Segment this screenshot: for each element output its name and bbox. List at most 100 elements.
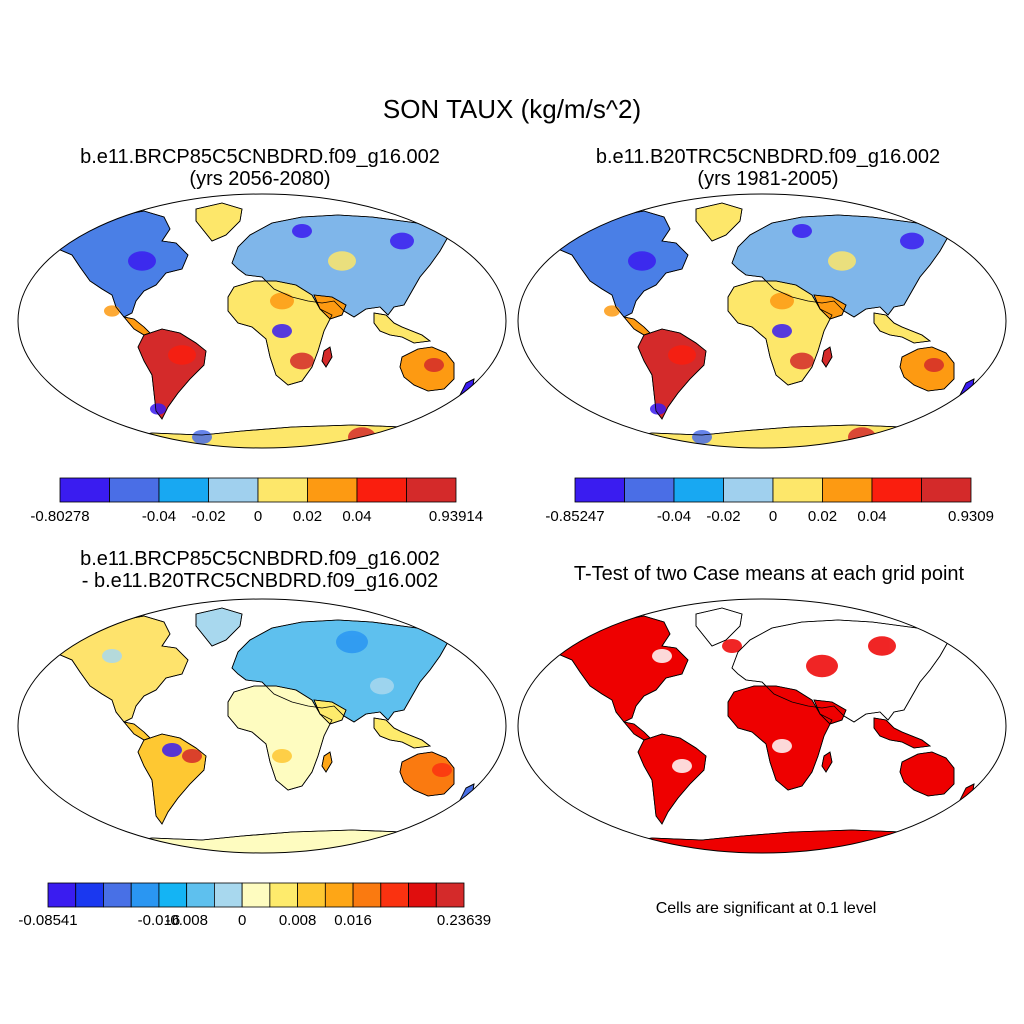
colorbar-2-tick-label: 0.9309 (948, 508, 994, 525)
colorbar-swatch (624, 477, 675, 503)
colorbar-2-tick-label: -0.85247 (545, 508, 605, 525)
landmass-greenland (195, 607, 243, 647)
field-patch (424, 358, 444, 372)
field-patch (272, 749, 292, 763)
colorbar-2-tick-label: -0.04 (656, 508, 692, 525)
panel-4-title: T-Test of two Case means at each grid po… (514, 563, 1024, 585)
colorbar-swatch (257, 477, 308, 503)
colorbar-swatch (130, 882, 160, 908)
field-patch (868, 636, 896, 656)
landmass-cam (123, 316, 151, 336)
colorbar-swatch (406, 477, 457, 503)
figure-title: SON TAUX (kg/m/s^2) (382, 94, 642, 124)
field-patch (390, 232, 414, 250)
colorbar-swatch (921, 477, 972, 503)
landmass-nz (455, 783, 475, 813)
panel-2-title-line2: (yrs 1981-2005) (697, 168, 839, 190)
field-patch (806, 654, 838, 678)
map-panel-2 (517, 193, 1007, 449)
landmass-greenland (695, 202, 743, 242)
field-patch (432, 763, 452, 777)
panel-2-title: b.e11.B20TRC5CNBDRD.f09_g16.002 (yrs 198… (528, 146, 1008, 190)
field-patch (792, 224, 812, 238)
colorbar-swatch (352, 882, 382, 908)
landmass-antarctica (581, 424, 983, 448)
colorbar-swatch (324, 882, 354, 908)
field-patch (328, 251, 356, 271)
colorbar-swatch (307, 477, 358, 503)
panel-3-title: b.e11.BRCP85C5CNBDRD.f09_g16.002 - b.e11… (20, 548, 500, 592)
colorbar-swatch (213, 882, 243, 908)
map-panel-3 (17, 598, 507, 854)
field-patch (722, 639, 742, 653)
colorbar-swatch (408, 882, 437, 908)
colorbar-swatch (822, 477, 873, 503)
field-patch (770, 292, 794, 310)
landmass-na (547, 615, 689, 723)
colorbar-swatch (103, 882, 132, 908)
landmass-cam (623, 316, 651, 336)
colorbar-3-tick-label: 0.23639 (436, 912, 492, 929)
field-patch (828, 251, 856, 271)
colorbar-1 (59, 477, 457, 503)
field-patch (772, 324, 792, 338)
field-patch (692, 430, 712, 444)
colorbar-swatch (673, 477, 724, 503)
landmass-greenland (195, 202, 243, 242)
landmass-seasia (373, 312, 431, 344)
field-patch (182, 749, 202, 763)
colorbar-swatch (297, 882, 326, 908)
colorbar-1-tick-label: -0.80278 (30, 508, 90, 525)
field-patch (604, 305, 620, 317)
colorbar-3-tick-label: -0.08541 (18, 912, 78, 929)
field-patch (270, 292, 294, 310)
field-patch (672, 759, 692, 773)
field-patch (772, 739, 792, 753)
colorbar-1-tick-label: 0.04 (342, 508, 372, 525)
colorbar-swatch (158, 882, 188, 908)
colorbar-swatch (723, 477, 774, 503)
colorbar-swatch (772, 477, 823, 503)
colorbar-swatch (158, 477, 209, 503)
colorbar-1-tick-label: -0.02 (191, 508, 226, 525)
panel-3-title-line2: - b.e11.B20TRC5CNBDRD.f09_g16.002 (81, 570, 439, 592)
colorbar-swatch (356, 477, 407, 503)
colorbar-2-tick-label: 0.02 (807, 508, 838, 525)
field-patch (150, 403, 166, 415)
map-border (517, 598, 1007, 854)
field-patch (652, 649, 672, 663)
colorbar-swatch (435, 882, 465, 908)
colorbar-3 (47, 882, 465, 908)
panel-1-title-line1: b.e11.BRCP85C5CNBDRD.f09_g16.002 (80, 146, 440, 168)
map-border (517, 193, 1007, 449)
panel-1-title: b.e11.BRCP85C5CNBDRD.f09_g16.002 (yrs 20… (20, 146, 500, 190)
significance-note: Cells are significant at 0.1 level (655, 900, 877, 917)
map-border (17, 598, 507, 854)
field-patch (292, 224, 312, 238)
field-patch (290, 352, 314, 370)
landmass-na (47, 210, 189, 318)
field-patch (668, 345, 696, 365)
map-panel-4 (517, 598, 1007, 854)
landmass-cam (623, 721, 651, 741)
landmass-nz (955, 378, 975, 408)
field-patch (900, 232, 924, 250)
map-border (17, 193, 507, 449)
field-patch (162, 743, 182, 757)
colorbar-swatch (75, 882, 104, 908)
landmass-cam (123, 721, 151, 741)
colorbar-swatch (574, 477, 625, 503)
field-patch (924, 358, 944, 372)
field-patch (104, 305, 120, 317)
field-patch (272, 324, 292, 338)
panel-2-title-line1: b.e11.B20TRC5CNBDRD.f09_g16.002 (595, 146, 941, 168)
colorbar-2-tick-label: 0.04 (857, 508, 887, 525)
colorbar-2-tick-label: 0 (768, 508, 778, 525)
landmass-antarctica (81, 424, 483, 448)
field-patch (192, 430, 212, 444)
colorbar-3-tick-label: -0.016 (137, 912, 181, 929)
colorbar-3-tick-label: 0.016 (334, 912, 372, 929)
colorbar-1-tick-label: 0.02 (292, 508, 323, 525)
field-patch (102, 649, 122, 663)
